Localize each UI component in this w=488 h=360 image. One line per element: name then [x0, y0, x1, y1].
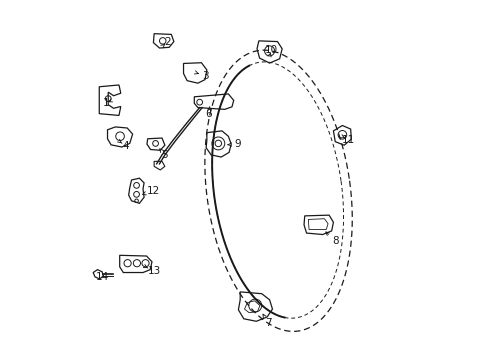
Text: 8: 8	[332, 236, 339, 246]
Text: 9: 9	[234, 139, 240, 149]
Text: 3: 3	[202, 71, 208, 81]
Text: 1: 1	[103, 98, 109, 108]
Text: 4: 4	[122, 141, 128, 151]
Text: 7: 7	[264, 319, 271, 328]
Text: 13: 13	[147, 266, 161, 276]
Text: 5: 5	[161, 150, 168, 160]
Text: 12: 12	[146, 186, 160, 196]
Text: 14: 14	[96, 272, 109, 282]
Text: 10: 10	[264, 45, 277, 55]
Text: 6: 6	[205, 109, 211, 119]
Text: 11: 11	[341, 135, 354, 145]
Text: 2: 2	[164, 37, 170, 47]
